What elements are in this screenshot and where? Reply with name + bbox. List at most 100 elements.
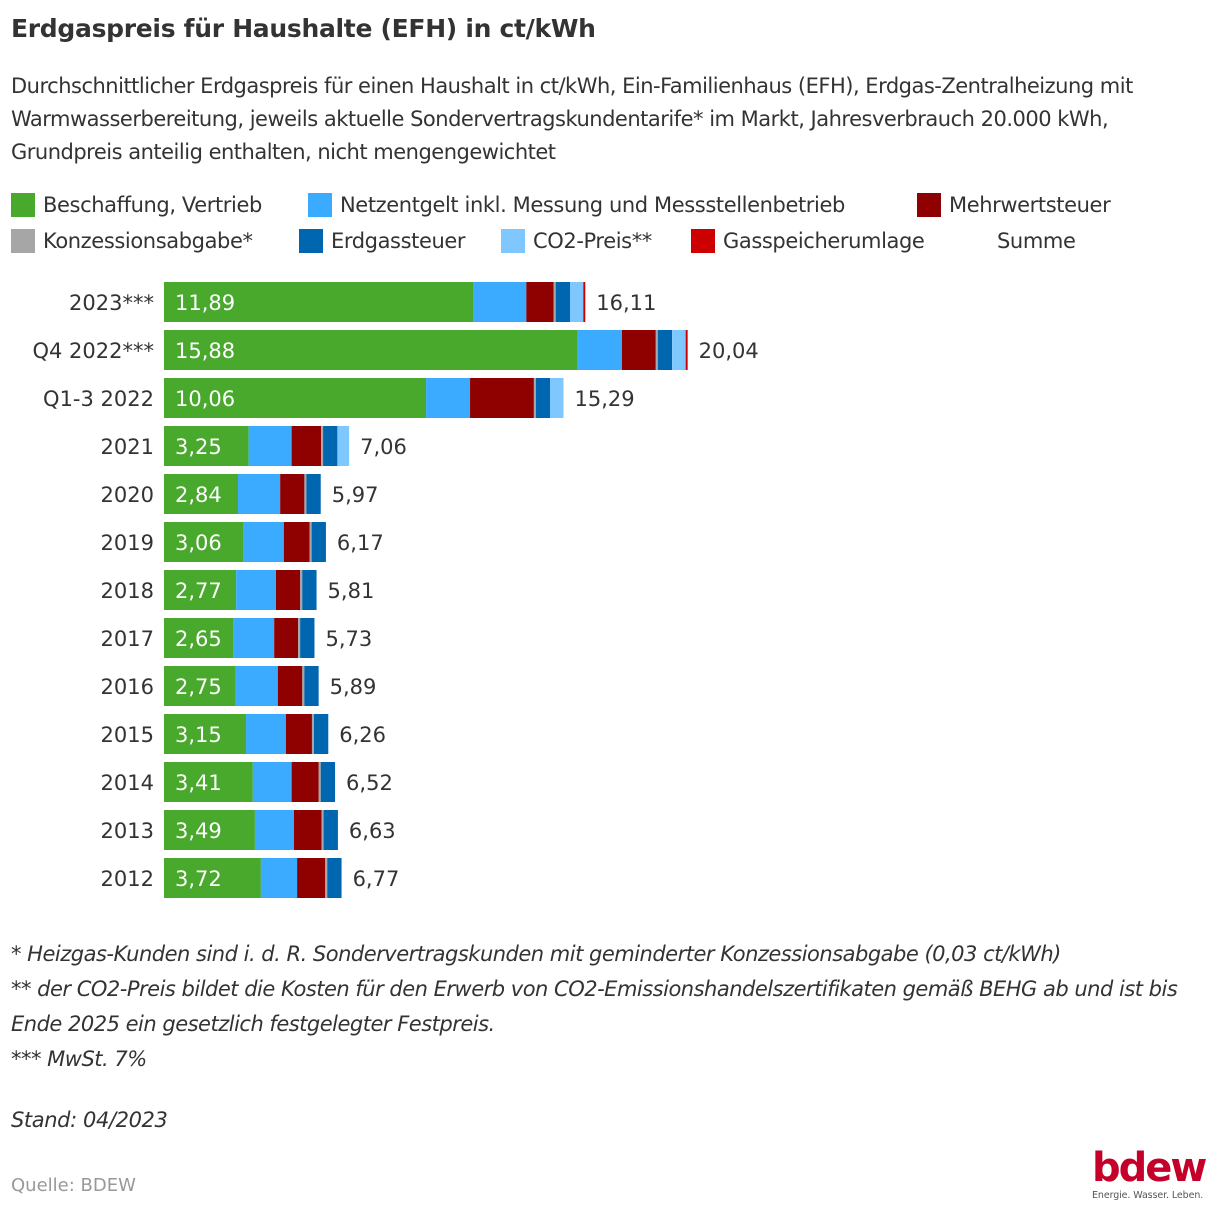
- bar-segment-1: [426, 378, 471, 418]
- footnote-3: *** MwSt. 7%: [11, 1047, 147, 1071]
- bar-segment-0: [164, 426, 249, 466]
- bar-segment-1: [252, 762, 292, 802]
- bar-segment-3: [318, 762, 321, 802]
- legend-row-1: Beschaffung, Vertrieb Netzentgelt inkl. …: [11, 190, 1211, 226]
- bar-segment-2: [280, 474, 305, 514]
- bar-segment-4: [323, 426, 338, 466]
- category-label: 2013: [101, 819, 154, 843]
- bar-segment-2: [276, 570, 301, 610]
- bar-segment-4: [302, 570, 317, 610]
- bar-segment-4: [320, 762, 336, 802]
- bar-row: 2015 3,15 6,26: [101, 714, 386, 754]
- bar-segment-3: [302, 666, 305, 706]
- bar-segment-1: [243, 522, 284, 562]
- bar-segment-3: [321, 810, 324, 850]
- bar-row: Q4 2022*** 15,88 20,04: [32, 330, 759, 370]
- bar-segment-4: [327, 858, 342, 898]
- legend-label: Beschaffung, Vertrieb: [43, 193, 262, 217]
- bar-row: 2019 3,06 6,17: [101, 522, 384, 562]
- bar-segment-3: [533, 378, 536, 418]
- bar-segment-6: [583, 282, 586, 322]
- bar-segment-5: [550, 378, 564, 418]
- category-label: 2014: [101, 771, 154, 795]
- legend-swatch: [501, 229, 525, 253]
- legend-item-mehrwertsteuer: Mehrwertsteuer: [917, 190, 1111, 220]
- total-value-label: 5,81: [328, 579, 375, 603]
- chart-title: Erdgaspreis für Haushalte (EFH) in ct/kW…: [11, 14, 596, 43]
- legend: Beschaffung, Vertrieb Netzentgelt inkl. …: [11, 190, 1211, 262]
- bar-row: 2013 3,49 6,63: [101, 810, 396, 850]
- stacked-bar-chart: 2023*** 11,89 16,11 Q4 2022*** 15,88 20,04 Q1-…: [32, 282, 759, 898]
- bar-segment-1: [248, 426, 292, 466]
- total-value-label: 6,77: [353, 867, 400, 891]
- bar-row: 2020 2,84 5,97: [101, 474, 378, 514]
- bar-segment-3: [300, 570, 303, 610]
- total-value-label: 6,26: [339, 723, 386, 747]
- legend-swatch: [308, 193, 332, 217]
- logo-wordmark: bdew: [1092, 1145, 1207, 1191]
- bar-segment-2: [526, 282, 554, 322]
- bar-segment-5: [337, 426, 350, 466]
- category-label: 2018: [101, 579, 154, 603]
- segment-value-label: 11,89: [175, 291, 235, 315]
- segment-value-label: 3,06: [175, 531, 222, 555]
- bar-segment-0: [164, 282, 474, 322]
- bar-row: Q1-3 2022 10,06 15,29: [43, 378, 635, 418]
- legend-item-gasspeicherumlage: Gasspeicherumlage: [691, 226, 925, 256]
- segment-value-label: 3,41: [175, 771, 222, 795]
- bar-segment-2: [293, 810, 322, 850]
- category-label: Q4 2022***: [32, 339, 154, 363]
- segment-value-label: 10,06: [175, 387, 235, 411]
- category-label: 2023***: [69, 291, 154, 315]
- segment-value-label: 2,75: [175, 675, 222, 699]
- bar-segment-1: [254, 810, 294, 850]
- total-value-label: 7,06: [360, 435, 407, 459]
- bar-segment-2: [283, 522, 310, 562]
- bar-segment-2: [277, 666, 303, 706]
- bar-segment-6: [685, 330, 688, 370]
- bar-segment-3: [304, 474, 307, 514]
- bar-segment-5: [672, 330, 686, 370]
- bar-segment-4: [323, 810, 338, 850]
- bar-row: 2014 3,41 6,52: [101, 762, 393, 802]
- legend-item-erdgassteuer: Erdgassteuer: [299, 226, 466, 256]
- total-value-label: 5,73: [325, 627, 372, 651]
- bar-segment-3: [309, 522, 312, 562]
- source-label: Quelle: BDEW: [11, 1175, 136, 1196]
- bar-segment-4: [311, 522, 326, 562]
- bar-segment-2: [621, 330, 656, 370]
- bar-segment-3: [553, 282, 556, 322]
- segment-value-label: 2,77: [175, 579, 222, 603]
- bar-segment-0: [164, 522, 244, 562]
- bar-segment-0: [164, 762, 253, 802]
- category-label: 2012: [101, 867, 154, 891]
- bar-segment-0: [164, 618, 234, 658]
- bar-segment-0: [164, 858, 261, 898]
- category-label: 2016: [101, 675, 154, 699]
- bar-row: 2012 3,72 6,77: [101, 858, 400, 898]
- total-value-label: 5,89: [330, 675, 377, 699]
- bar-segment-3: [311, 714, 314, 754]
- legend-item-summe: Summe: [965, 226, 1076, 256]
- total-value-label: 6,17: [337, 531, 384, 555]
- chart-subtitle: Durchschnittlicher Erdgaspreis für einen…: [11, 74, 1133, 164]
- category-label: Q1-3 2022: [43, 387, 154, 411]
- category-label: 2020: [101, 483, 154, 507]
- bar-segment-0: [164, 570, 237, 610]
- bar-segment-0: [164, 330, 578, 370]
- bar-segment-3: [325, 858, 328, 898]
- legend-item-co2-preis: CO2-Preis**: [501, 226, 652, 256]
- bar-segment-2: [285, 714, 312, 754]
- bar-segment-4: [555, 282, 571, 322]
- segment-value-label: 15,88: [175, 339, 235, 363]
- bar-row: 2017 2,65 5,73: [101, 618, 372, 658]
- legend-label: Summe: [997, 229, 1076, 253]
- footnotes: * Heizgas-Kunden sind i. d. R. Sonderver…: [11, 937, 1216, 1077]
- bdew-logo: bdew Energie. Wasser. Leben.: [1092, 1148, 1214, 1201]
- segment-value-label: 3,72: [175, 867, 222, 891]
- bar-segment-1: [236, 570, 277, 610]
- bar-segment-5: [570, 282, 584, 322]
- bar-row: 2018 2,77 5,81: [101, 570, 375, 610]
- bar-segment-0: [164, 810, 255, 850]
- segment-value-label: 2,84: [175, 483, 222, 507]
